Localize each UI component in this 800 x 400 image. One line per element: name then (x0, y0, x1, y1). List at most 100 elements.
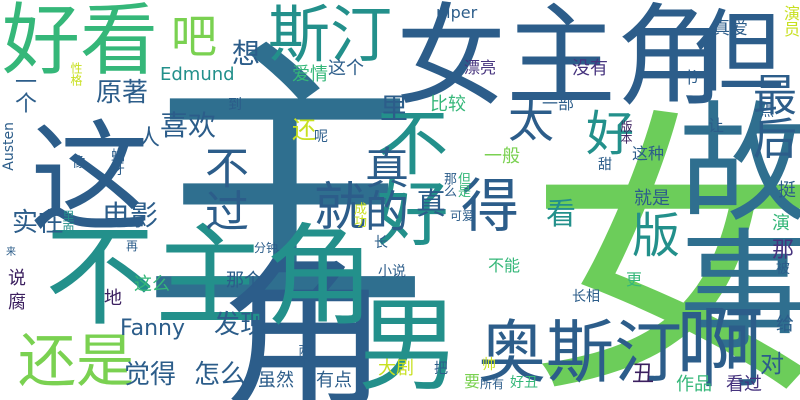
word-cloud-term: 好 (586, 106, 635, 162)
word-cloud-term: 里 (380, 92, 409, 125)
word-cloud-term: 小说 (378, 264, 406, 280)
word-cloud-term: 好丑 (510, 375, 538, 391)
word-cloud-term: 太 (508, 94, 554, 148)
word-cloud-term: 那 (772, 238, 795, 263)
word-cloud-term: 呢 (314, 129, 328, 145)
word-cloud-term: 主 (140, 16, 430, 353)
word-cloud-term: 就 (314, 178, 367, 238)
word-cloud-term: 到 (228, 97, 242, 113)
word-cloud-term: 但 (694, 0, 784, 105)
word-cloud-term: 版 (632, 208, 681, 264)
word-cloud-term: 没有 (572, 58, 608, 79)
word-cloud-term: 还是 (18, 327, 135, 395)
word-cloud-term: 两个 (297, 344, 311, 368)
word-cloud-term: Edmund (160, 64, 235, 85)
word-cloud-term: 怎么 (194, 360, 247, 390)
word-cloud-term: 真 (416, 187, 446, 222)
word-cloud-term: 对 (760, 350, 784, 378)
word-cloud-term: 把 (434, 361, 448, 377)
word-cloud-term: 虽然 (258, 370, 294, 391)
word-cloud-term: 那么 (441, 172, 456, 198)
word-cloud-term: 再 (126, 239, 139, 253)
word-cloud-term: 角 (220, 236, 391, 400)
word-cloud-term: 蝴牙 (109, 148, 125, 176)
word-cloud-term: 成功 (351, 202, 366, 228)
word-cloud-term: 看 (546, 197, 576, 232)
word-cloud-term: 奥斯汀 (478, 314, 683, 393)
word-cloud-term: 演员 (781, 5, 800, 37)
word-cloud-term: 就是 (634, 188, 670, 209)
word-cloud-term: 爱情 (292, 64, 328, 85)
word-cloud-term: 电影 (102, 199, 159, 232)
word-cloud-term: 真爱 (712, 18, 748, 39)
word-cloud-term: 原著 (96, 78, 149, 108)
word-cloud-term: 像 (72, 155, 86, 171)
word-cloud-term: 挺 (778, 180, 796, 201)
word-cloud-term: 女 (528, 87, 800, 400)
word-cloud-term: 喜欢 (160, 109, 217, 142)
word-cloud-term: 大剧 (378, 358, 414, 379)
word-cloud-term: 一部 (542, 94, 575, 113)
word-cloud-term: 实在 (12, 208, 65, 238)
word-cloud-term: 一般 (484, 146, 520, 167)
word-cloud-term: 觉得 (124, 360, 177, 390)
word-cloud-term: 不过 (197, 145, 248, 232)
word-cloud-term: 看过 (726, 374, 762, 395)
word-cloud-term: 演 (772, 213, 790, 234)
word-cloud-term: 真的 (357, 145, 408, 232)
word-cloud-term: piper (436, 3, 478, 22)
word-cloud-term: 不能 (488, 256, 521, 275)
word-cloud-term: 漂亮 (464, 58, 497, 77)
word-cloud-term: 长相 (572, 289, 600, 305)
word-cloud-term: Austen (1, 122, 17, 171)
word-cloud-term: 不主角 (45, 213, 375, 341)
word-cloud-term: 性格 (69, 62, 83, 86)
word-cloud-term: 分钟 (254, 241, 279, 255)
word-cloud-term: 这么 (134, 274, 170, 295)
word-cloud-term: 故事 (657, 95, 800, 350)
word-cloud-term: 所有 (480, 377, 505, 391)
word-cloud-term: 但是 (455, 172, 470, 198)
word-cloud-term: Fanny (120, 316, 186, 341)
word-cloud-term: 要 (464, 372, 481, 391)
word-cloud-term: 帅 (482, 357, 496, 373)
word-cloud-term: 比较 (430, 94, 466, 115)
word-cloud-term: 来 (6, 247, 16, 258)
word-cloud-term: 甜 (598, 157, 612, 173)
word-cloud-term: 斯汀 (268, 0, 393, 71)
word-cloud-term: 还 (292, 116, 316, 144)
word-cloud-term: 一个 (11, 70, 36, 114)
word-cloud-term: 好看 (2, 0, 159, 86)
word-cloud-term: 作品 (676, 374, 712, 395)
word-cloud-term: 被 (776, 261, 790, 277)
word-cloud-term: 腐 (8, 292, 26, 313)
word-cloud-term: 给 (776, 314, 794, 335)
word-cloud-term: 点 (760, 104, 774, 120)
word-cloud-term: 让 (708, 116, 725, 135)
word-cloud-term: 版本 (619, 120, 633, 144)
word-cloud-term: 啊 (676, 297, 765, 400)
word-cloud-term: 地 (104, 288, 122, 309)
word-cloud-term: 长 (374, 235, 388, 251)
word-cloud-term: 这个 (328, 58, 364, 79)
word-cloud-term: 里面 (61, 210, 75, 234)
word-cloud-term: 可爱 (450, 209, 475, 223)
word-cloud-term: 丑 (632, 362, 655, 387)
word-cloud-term: 有点 (316, 370, 352, 391)
word-cloud-term: 吧 (164, 12, 218, 58)
word-cloud-term: 书 (682, 68, 699, 87)
word-cloud-term: 更 (626, 270, 643, 289)
word-cloud-term: 说 (8, 268, 26, 289)
word-cloud-term: 女主角 (396, 0, 726, 121)
word-cloud-term: 这种 (632, 144, 665, 163)
word-cloud-term: 想 (232, 37, 261, 70)
word-cloud-term: 人 (138, 126, 161, 151)
word-cloud-term: 发现 (214, 310, 267, 340)
word-cloud-term: 那个 (226, 270, 262, 291)
word-cloud-term: 男 (358, 287, 460, 400)
word-cloud-term: 最后 (745, 72, 796, 159)
word-cloud-term: 这 (30, 110, 150, 249)
word-cloud-term: 得 (451, 175, 519, 232)
word-cloud-term: 不好 (364, 105, 448, 247)
